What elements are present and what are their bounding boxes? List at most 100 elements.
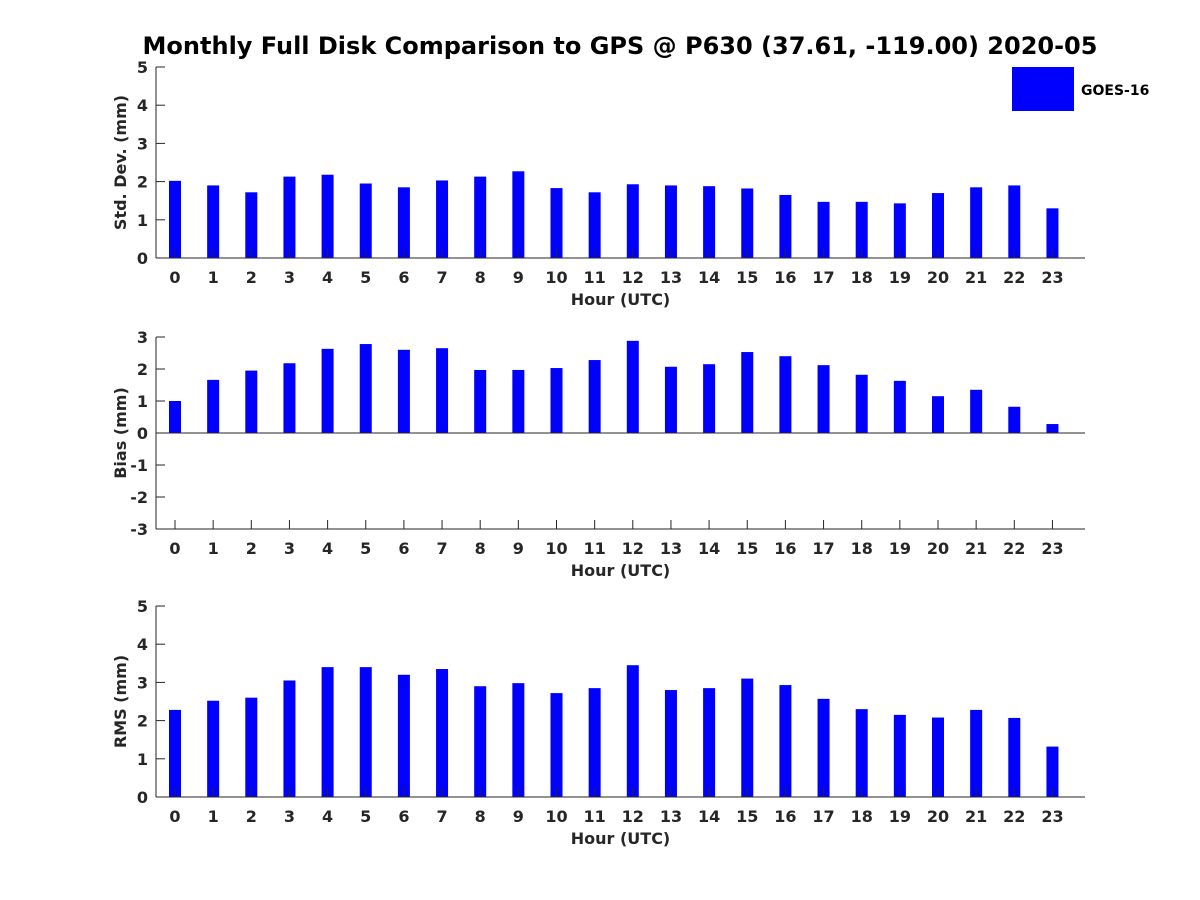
x-axis-label: Hour (UTC) [571,290,671,309]
bar [817,365,830,433]
x-tick-label: 8 [475,268,486,287]
bar [1046,424,1059,433]
bar [550,368,563,433]
bar [1046,208,1059,258]
bar [359,344,372,433]
x-tick-label: 4 [322,807,333,826]
x-tick-label: 22 [1003,539,1025,558]
x-tick-label: 10 [545,807,567,826]
bar [817,698,830,797]
x-tick-label: 3 [284,807,295,826]
bar [321,667,334,797]
x-tick-label: 11 [584,268,606,287]
bar [893,380,906,433]
bar [359,183,372,258]
bar [779,685,792,797]
y-tick-label: 2 [137,360,148,379]
bar [741,352,754,433]
x-tick-label: 11 [584,539,606,558]
x-tick-label: 17 [812,268,834,287]
bar [588,192,601,258]
x-tick-label: 7 [436,807,447,826]
bar [1008,717,1021,797]
x-tick-label: 22 [1003,807,1025,826]
y-tick-label: -1 [130,456,148,475]
x-tick-label: 8 [475,539,486,558]
bar [588,688,601,797]
y-tick-label: 1 [137,211,148,230]
bar [512,171,525,258]
bar [512,683,525,797]
x-tick-label: 9 [513,539,524,558]
bar [970,389,983,433]
bar [779,356,792,433]
x-tick-label: 2 [246,807,257,826]
bar [474,369,487,433]
x-tick-label: 5 [360,268,371,287]
bar [169,401,181,433]
x-tick-label: 1 [208,539,219,558]
bar [512,369,525,433]
y-tick-label: 4 [137,96,148,115]
x-tick-label: 21 [965,807,987,826]
x-tick-label: 13 [660,539,682,558]
bar [474,176,487,258]
x-tick-label: 9 [513,268,524,287]
bar [1008,185,1021,258]
x-tick-label: 19 [889,807,911,826]
x-tick-label: 15 [736,268,758,287]
x-tick-label: 5 [360,539,371,558]
bar [855,709,868,797]
bar [932,193,944,258]
x-tick-label: 19 [889,268,911,287]
x-tick-label: 0 [169,807,180,826]
x-tick-label: 4 [322,268,333,287]
y-tick-label: 0 [137,424,148,443]
bar [397,349,410,433]
bar [245,370,258,433]
x-tick-label: 13 [660,268,682,287]
x-tick-label: 20 [927,268,949,287]
bar [893,203,906,258]
x-tick-label: 8 [475,807,486,826]
bar [1046,746,1059,797]
x-tick-label: 18 [851,807,873,826]
y-tick-label: 5 [137,58,148,77]
x-tick-label: 7 [436,268,447,287]
x-tick-label: 11 [584,807,606,826]
bar [664,366,677,433]
x-tick-label: 12 [622,268,644,287]
x-tick-label: 3 [284,268,295,287]
x-tick-label: 16 [774,807,796,826]
bar [664,185,677,258]
bar [817,201,830,258]
y-axis-label: RMS (mm) [111,655,130,748]
x-tick-label: 17 [812,539,834,558]
bar [207,700,220,797]
bar [626,665,639,797]
bar [855,201,868,258]
bar [1008,406,1021,433]
bar [779,194,792,258]
x-tick-label: 9 [513,807,524,826]
y-tick-label: 1 [137,750,148,769]
y-tick-label: -3 [130,520,148,539]
bar [474,686,487,797]
x-tick-label: 12 [622,539,644,558]
bar [550,188,563,258]
bar [436,669,449,797]
x-tick-label: 6 [398,539,409,558]
bar [397,187,410,258]
y-tick-label: 3 [137,328,148,347]
bar [932,717,944,797]
x-tick-label: 21 [965,539,987,558]
x-tick-label: 4 [322,539,333,558]
x-tick-label: 21 [965,268,987,287]
bar [855,374,868,433]
x-tick-label: 10 [545,268,567,287]
bar [436,180,449,258]
bar [245,697,258,797]
